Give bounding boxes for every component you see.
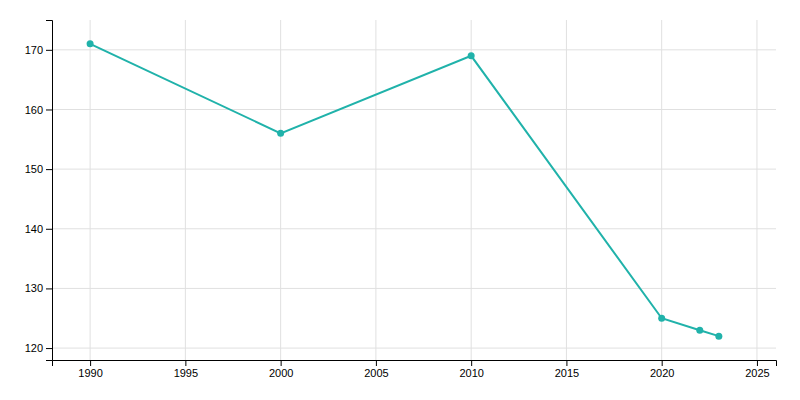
x-tick: 2015	[555, 360, 579, 379]
x-tick-label: 2010	[459, 367, 483, 379]
point	[696, 327, 703, 334]
y-tick-mark	[46, 348, 52, 349]
x-tick: 2000	[269, 360, 293, 379]
grid-line-x	[471, 20, 472, 360]
x-axis: 1990 1995 2000 2005 2010 2015 2020 2025	[53, 360, 777, 379]
y-tick: 150	[25, 163, 52, 175]
y-tick-label: 160	[25, 103, 43, 115]
y-tick-label: 170	[25, 44, 43, 56]
grid-line-x	[185, 20, 186, 360]
x-tick-mark	[90, 360, 91, 366]
y-tick: 130	[25, 282, 52, 294]
chart-container: 1990 1995 2000 2005 2010 2015 2020 2025 120 130 14…	[0, 0, 800, 400]
x-tick-mark	[757, 360, 758, 366]
grid-line-x	[280, 20, 281, 360]
x-tick: 1995	[174, 360, 198, 379]
y-tick-label: 120	[25, 342, 43, 354]
x-tick-label: 2000	[269, 367, 293, 379]
plot-area: 1990 1995 2000 2005 2010 2015 2020 2025 120 130 14…	[25, 20, 777, 379]
y-tick-mark	[46, 109, 52, 110]
x-tick: 1990	[78, 360, 102, 379]
x-tick-label: 2005	[364, 367, 388, 379]
grid-line-x	[566, 20, 567, 360]
x-tick-mark	[376, 360, 377, 366]
y-tick: 160	[25, 103, 52, 115]
x-tick-label: 1990	[78, 367, 102, 379]
x-tick-label: 2025	[745, 367, 769, 379]
y-tick: 170	[25, 44, 52, 56]
grid	[52, 20, 776, 360]
x-tick: 2005	[364, 360, 388, 379]
grid-line-y	[52, 288, 776, 289]
x-tick-mark	[662, 360, 663, 366]
grid-line-y	[52, 348, 776, 349]
grid-line-y	[52, 109, 776, 110]
x-tick-mark	[281, 360, 282, 366]
x-tick-mark	[185, 360, 186, 366]
grid-line-y	[52, 49, 776, 50]
x-tick-label: 2020	[650, 367, 674, 379]
grid-line-x	[756, 20, 757, 360]
grid-line-x	[661, 20, 662, 360]
point	[87, 40, 94, 47]
y-axis: 120 130 140 150 160 170	[25, 21, 53, 361]
chart-svg: 1990 1995 2000 2005 2010 2015 2020 2025 120 130 14…	[0, 0, 800, 400]
y-tick-label: 130	[25, 282, 43, 294]
x-tick: 2010	[459, 360, 483, 379]
y-tick-mark	[46, 50, 52, 51]
grid-line-y	[52, 228, 776, 229]
grid-line-x	[375, 20, 376, 360]
point	[277, 130, 284, 137]
x-tick-mark	[471, 360, 472, 366]
data-marks	[87, 40, 723, 339]
y-tick: 140	[25, 223, 52, 235]
x-tick: 2025	[745, 360, 769, 379]
point	[468, 52, 475, 59]
y-tick-mark	[46, 169, 52, 170]
point	[715, 333, 722, 340]
y-tick: 120	[25, 342, 52, 354]
line	[90, 44, 719, 336]
x-axis-line	[53, 361, 777, 367]
point	[658, 315, 665, 322]
x-tick-mark	[566, 360, 567, 366]
y-tick-mark	[46, 229, 52, 230]
grid-line-x	[90, 20, 91, 360]
y-tick-label: 150	[25, 163, 43, 175]
x-tick-label: 1995	[174, 367, 198, 379]
y-tick-label: 140	[25, 223, 43, 235]
y-tick-mark	[46, 288, 52, 289]
x-tick: 2020	[650, 360, 674, 379]
grid-line-y	[52, 169, 776, 170]
y-axis-line	[46, 21, 53, 361]
x-tick-label: 2015	[555, 367, 579, 379]
